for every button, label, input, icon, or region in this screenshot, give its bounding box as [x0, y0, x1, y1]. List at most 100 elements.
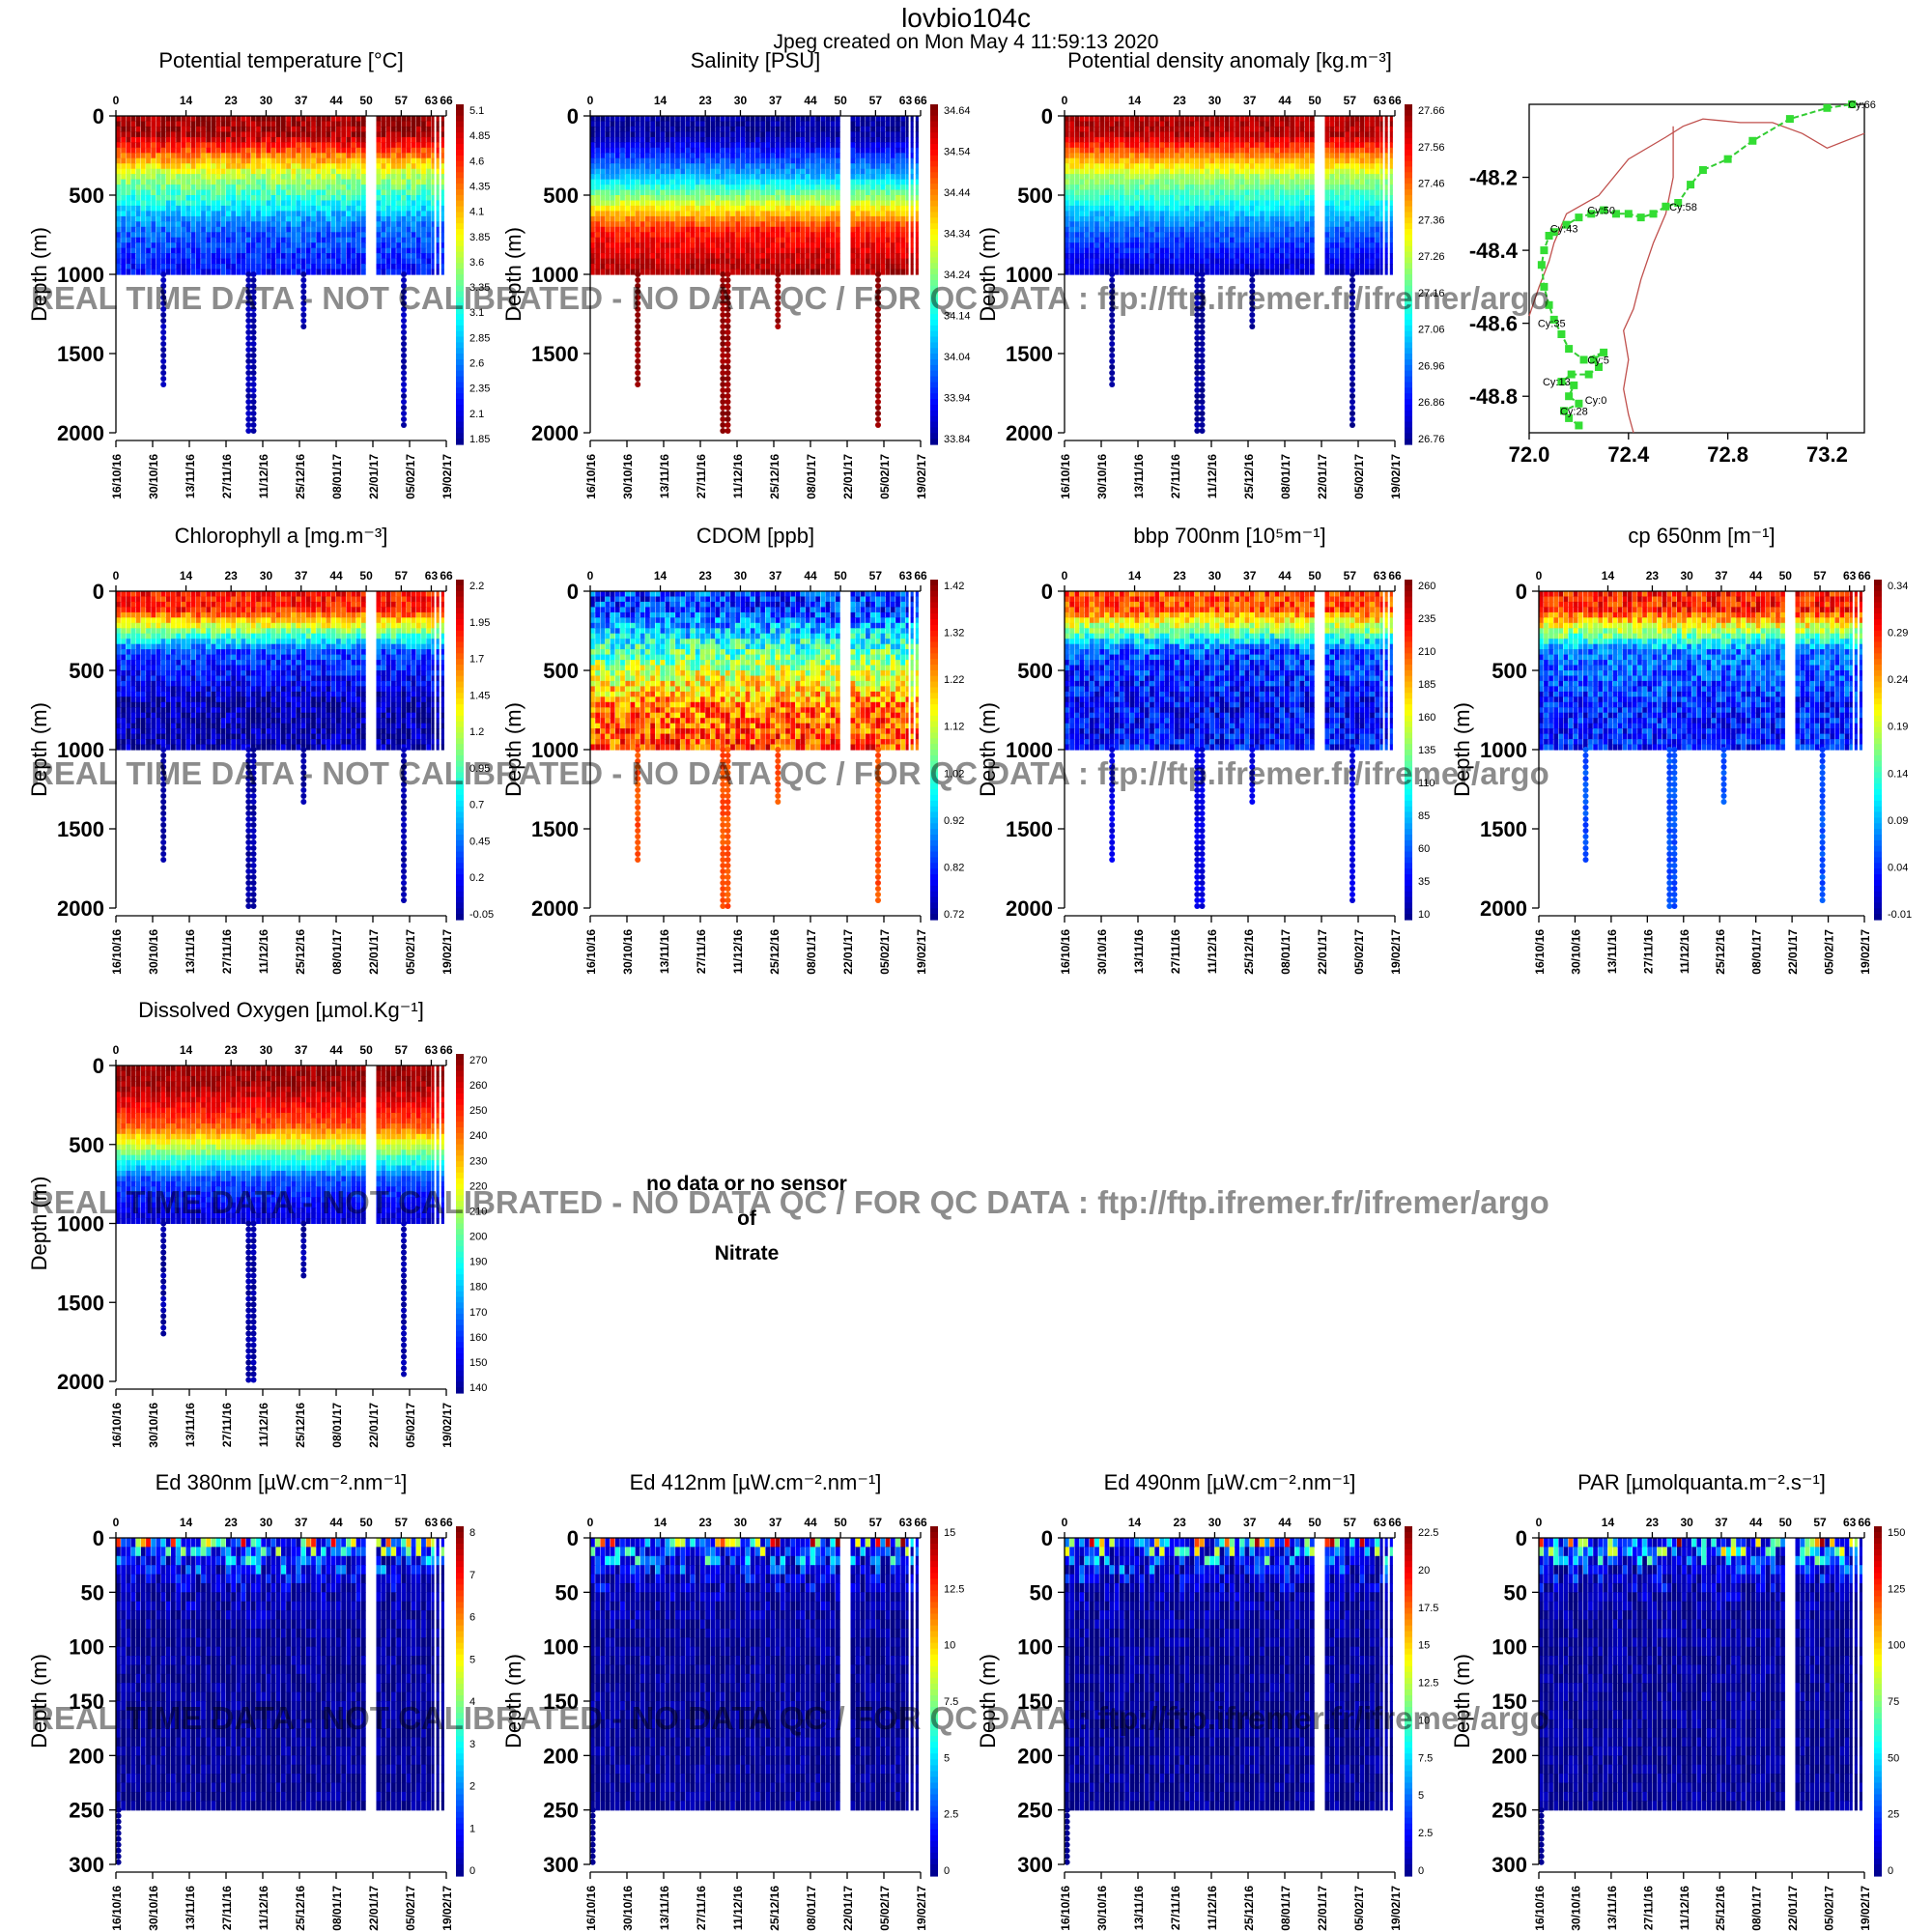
heat-cell	[352, 169, 356, 175]
heat-cell	[131, 253, 136, 259]
heat-cell	[281, 253, 286, 259]
heat-cell	[331, 221, 336, 227]
figure: lovbio104c Jpeg created on Mon May 4 11:…	[0, 0, 1932, 1932]
heat-cell	[386, 174, 391, 180]
heat-cell	[281, 242, 286, 248]
heat-cell	[352, 238, 356, 243]
heat-cell	[407, 174, 412, 180]
heat-cell	[206, 206, 211, 212]
heat-cell	[126, 158, 130, 164]
heat-cell	[401, 211, 406, 216]
heat-cell	[141, 221, 146, 227]
heat-cell	[181, 221, 185, 227]
heat-cell	[161, 153, 166, 158]
heat-cell	[191, 169, 196, 175]
heat-cell	[322, 232, 327, 238]
heat-cell	[176, 206, 181, 212]
heat-cell	[377, 248, 382, 254]
heat-cell	[221, 248, 226, 254]
heat-cell	[416, 211, 421, 216]
heat-cell	[386, 131, 391, 137]
heat-cell	[322, 122, 327, 128]
heat-cell	[246, 122, 251, 128]
heat-cell	[261, 122, 266, 128]
heat-cell	[306, 137, 311, 143]
heat-cell	[201, 270, 206, 275]
heat-cell	[421, 174, 426, 180]
heat-cell	[336, 227, 341, 233]
heat-cell	[377, 232, 382, 238]
heat-cell	[386, 253, 391, 259]
heat-cell	[221, 142, 226, 148]
heat-cell	[196, 158, 201, 164]
heat-cell	[261, 238, 266, 243]
heat-cell	[267, 270, 271, 275]
heat-cell	[356, 211, 361, 216]
heat-cell	[361, 201, 366, 207]
heat-cell	[316, 137, 321, 143]
heat-cell	[346, 216, 351, 222]
heat-cell	[336, 201, 341, 207]
heat-cell	[286, 201, 291, 207]
heat-cell	[361, 158, 366, 164]
heat-cell	[206, 211, 211, 216]
heat-cell	[412, 174, 416, 180]
heat-cell	[171, 195, 176, 201]
heat-cell	[286, 248, 291, 254]
heat-cell	[416, 158, 421, 164]
heat-cell	[412, 148, 416, 154]
heat-cell	[361, 270, 366, 275]
heat-cell	[281, 232, 286, 238]
heat-cell	[156, 211, 161, 216]
heat-cell	[401, 201, 406, 207]
heat-cell	[416, 264, 421, 270]
heat-cell	[416, 248, 421, 254]
heat-cell	[352, 163, 356, 169]
heat-cell	[221, 169, 226, 175]
heat-cell	[226, 137, 231, 143]
heat-cell	[176, 211, 181, 216]
heat-cell	[126, 116, 130, 122]
heat-cell	[301, 216, 306, 222]
heat-cell	[121, 137, 126, 143]
heat-cell	[322, 142, 327, 148]
heat-cell	[377, 221, 382, 227]
heat-cell	[401, 195, 406, 201]
heat-cell	[166, 174, 171, 180]
heat-cell	[146, 122, 151, 128]
heat-cell	[181, 248, 185, 254]
heat-cell	[161, 190, 166, 196]
heat-cell	[327, 163, 331, 169]
heat-cell	[412, 131, 416, 137]
heat-cell	[231, 238, 236, 243]
heat-cell	[396, 153, 401, 158]
heat-cell	[196, 169, 201, 175]
heat-cell	[242, 232, 246, 238]
heat-cell	[327, 122, 331, 128]
heat-cell	[136, 190, 141, 196]
heat-cell	[116, 232, 121, 238]
heat-cell	[126, 180, 130, 185]
heat-cell	[121, 227, 126, 233]
heat-cell	[186, 195, 191, 201]
heat-cell	[267, 185, 271, 190]
heat-cell	[281, 201, 286, 207]
heat-cell	[206, 201, 211, 207]
heat-cell	[327, 180, 331, 185]
heat-cell	[261, 169, 266, 175]
heat-cell	[206, 137, 211, 143]
heat-cell	[391, 264, 396, 270]
heat-cell	[311, 221, 316, 227]
heat-cell	[416, 227, 421, 233]
heat-cell	[407, 253, 412, 259]
heat-cell	[271, 180, 276, 185]
heat-cell	[306, 174, 311, 180]
heat-cell	[171, 270, 176, 275]
heat-cell	[126, 122, 130, 128]
heat-cell	[391, 195, 396, 201]
heat-cell	[301, 242, 306, 248]
heat-cell	[341, 158, 346, 164]
heat-cell	[191, 216, 196, 222]
heat-cell	[136, 264, 141, 270]
heat-cell	[396, 137, 401, 143]
